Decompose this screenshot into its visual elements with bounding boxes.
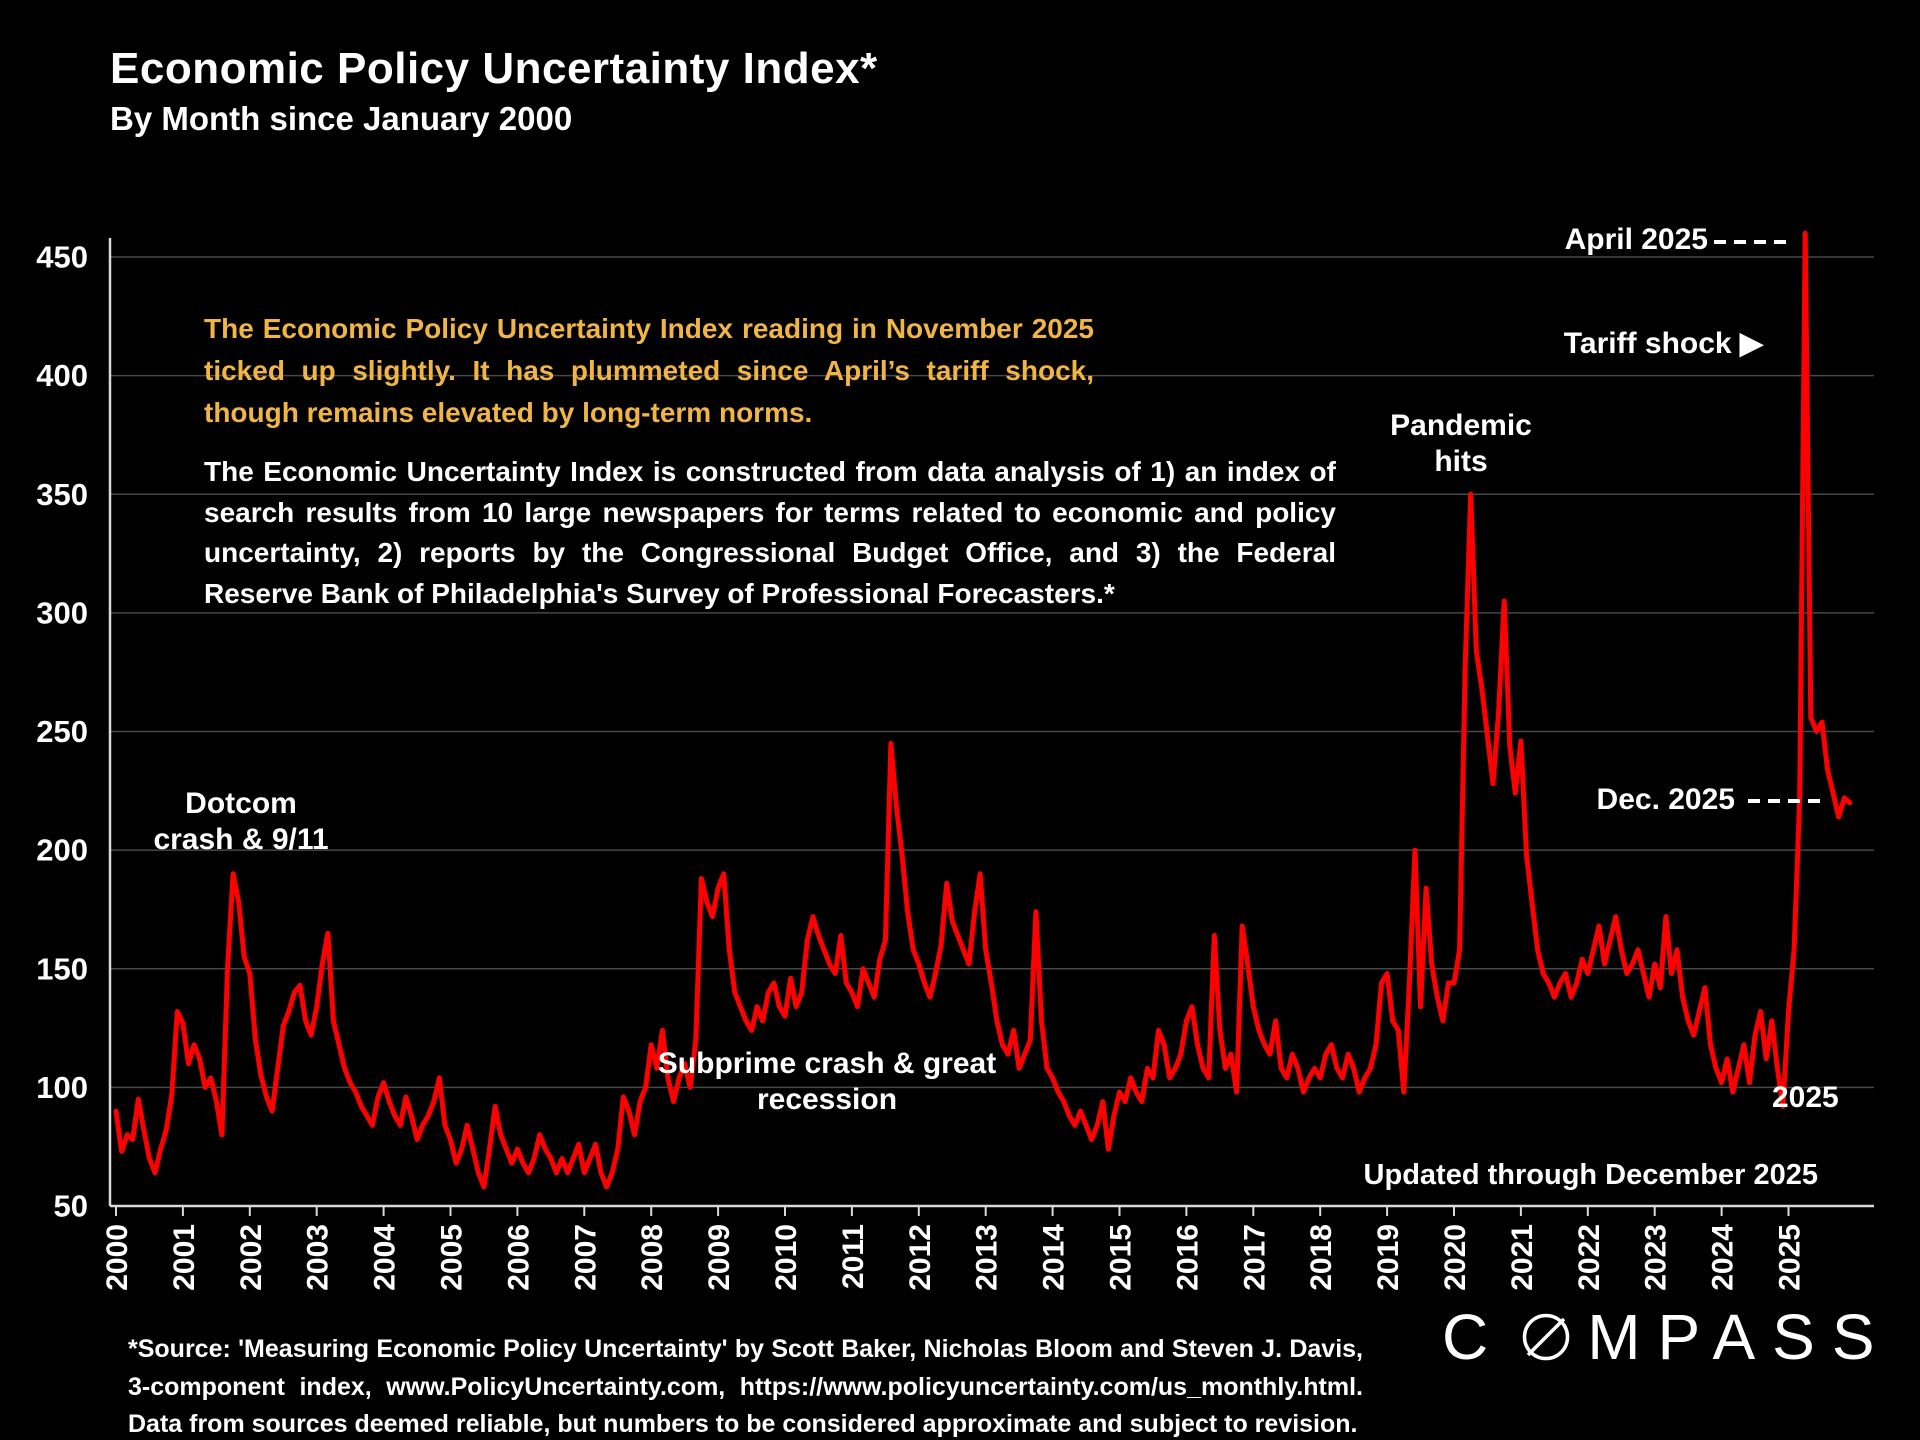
methodology-note: The Economic Uncertainty Index is constr… [204, 456, 1336, 609]
y-axis-tick-label: 300 [36, 595, 88, 630]
x-axis-year-label: 2011 [837, 1224, 870, 1289]
x-axis-year-label: 2024 [1707, 1224, 1740, 1291]
x-axis-year-label: 2009 [703, 1224, 736, 1291]
x-axis-year-label: 2010 [770, 1224, 803, 1291]
x-axis-year-label: 2013 [971, 1224, 1004, 1291]
y-axis-tick-label: 250 [36, 714, 88, 749]
page-title: Economic Policy Uncertainty Index* [110, 44, 878, 93]
x-axis-year-label: 2016 [1171, 1224, 1204, 1291]
x-axis-year-label: 2019 [1372, 1224, 1405, 1291]
x-axis-year-label: 2023 [1640, 1224, 1673, 1291]
source-note: *Source: 'Measuring Economic Policy Unce… [128, 1335, 1363, 1438]
compass-logo-o-icon [1522, 1313, 1570, 1361]
compass-logo: C MPASS [1442, 1300, 1892, 1374]
x-axis-year-label: 2017 [1238, 1224, 1271, 1291]
annotation-subprime-crash: Subprime crash & great recession [657, 1047, 997, 1116]
x-axis-year-label: 2001 [168, 1224, 201, 1291]
x-axis-year-label: 2003 [302, 1224, 335, 1291]
y-axis-tick-label: 200 [36, 833, 88, 868]
annotation-pandemic-hits: Pandemic hits [1390, 409, 1532, 478]
x-axis-year-label: 2025 [1774, 1224, 1807, 1291]
header: Economic Policy Uncertainty Index* By Mo… [110, 44, 878, 138]
y-axis-tick-label: 450 [36, 240, 88, 275]
x-axis-year-label: 2002 [235, 1224, 268, 1291]
x-axis-year-label: 2004 [369, 1224, 402, 1291]
epu-index-line [113, 230, 1853, 1190]
x-axis-year-label: 2008 [636, 1224, 669, 1291]
x-axis-year-label: 2018 [1305, 1224, 1338, 1291]
y-axis-tick-label: 50 [54, 1189, 88, 1224]
x-axis-year-label: 2006 [502, 1224, 535, 1291]
y-axis-tick-label: 400 [36, 358, 88, 393]
x-axis-year-label: 2015 [1105, 1224, 1138, 1291]
x-axis-year-label: 2012 [904, 1224, 937, 1291]
x-axis-year-label: 2014 [1038, 1224, 1071, 1291]
page-subtitle: By Month since January 2000 [110, 100, 573, 137]
highlight-commentary: The Economic Policy Uncertainty Index re… [204, 313, 1094, 428]
y-axis-tick-label: 150 [36, 951, 88, 986]
compass-logo-text-c: C [1442, 1301, 1506, 1373]
x-axis-year-label: 2020 [1439, 1224, 1472, 1291]
dec-2025-dashed-line [1748, 799, 1822, 803]
annotation-updated-through: Updated through December 2025 [1363, 1159, 1818, 1191]
x-axis-year-label: 2007 [569, 1224, 602, 1291]
y-axis-tick-label: 350 [36, 477, 88, 512]
x-axis-year-label: 2022 [1573, 1224, 1606, 1291]
compass-logo-text-mpass: MPASS [1587, 1301, 1892, 1373]
annotation-tariff-shock: Tariff shock ▶ [1563, 327, 1763, 360]
april-2025-dashed-line [1714, 240, 1792, 244]
annotation-year-2025: 2025 [1772, 1081, 1839, 1114]
annotation-dotcom-crash: Dotcom crash & 9/11 [153, 787, 329, 856]
x-axis-year-label: 2000 [101, 1224, 134, 1291]
annotation-april-2025: April 2025 [1564, 223, 1708, 256]
y-axis-tick-label: 100 [36, 1070, 88, 1105]
x-axis-year-label: 2005 [436, 1224, 469, 1291]
x-axis-year-label: 2021 [1506, 1224, 1539, 1291]
annotation-dec-2025: Dec. 2025 [1596, 783, 1735, 816]
